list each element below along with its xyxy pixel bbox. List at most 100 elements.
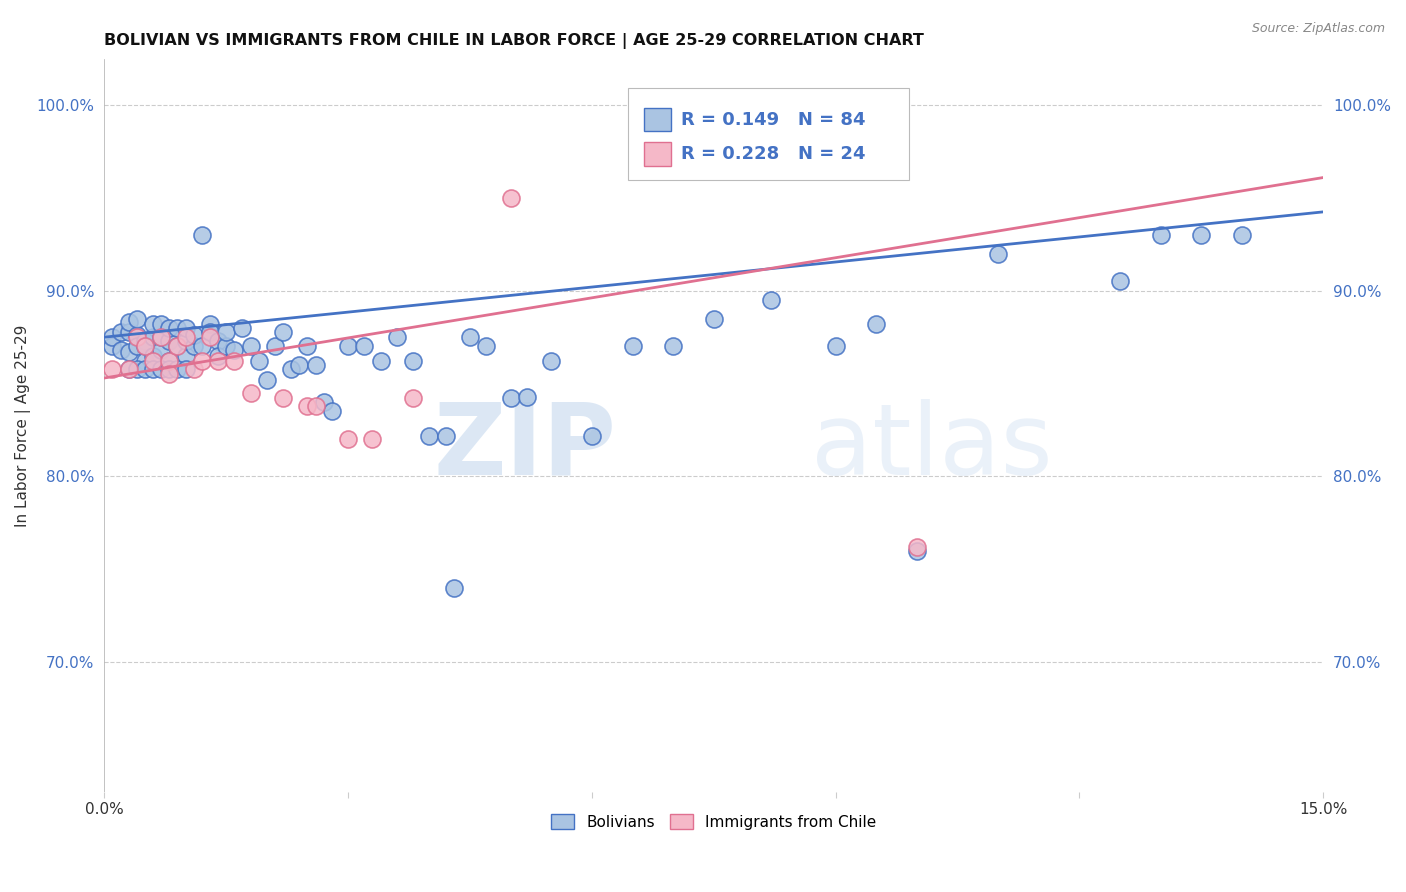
Point — [142, 317, 165, 331]
Point — [150, 361, 173, 376]
Point — [142, 354, 165, 368]
Point — [1150, 228, 1173, 243]
Point — [215, 339, 238, 353]
Point — [1230, 228, 1253, 243]
Point — [304, 399, 326, 413]
Point — [215, 325, 238, 339]
Point — [224, 343, 246, 358]
Point — [174, 334, 197, 348]
Point — [297, 339, 319, 353]
Point — [191, 228, 214, 243]
Point — [458, 330, 481, 344]
Point — [475, 339, 498, 353]
Point — [239, 339, 262, 353]
Point — [174, 361, 197, 376]
Point — [337, 432, 360, 446]
Point — [288, 358, 311, 372]
Point — [157, 354, 180, 368]
Point — [183, 328, 205, 343]
Point — [125, 339, 148, 353]
Point — [110, 343, 132, 358]
Point — [157, 334, 180, 348]
Point — [166, 339, 188, 353]
Point — [264, 339, 287, 353]
Point — [321, 404, 343, 418]
Text: R = 0.228   N = 24: R = 0.228 N = 24 — [681, 145, 865, 163]
Point — [118, 315, 141, 329]
Point — [905, 540, 928, 554]
Point — [142, 361, 165, 376]
FancyBboxPatch shape — [644, 143, 671, 166]
Point — [434, 428, 457, 442]
Point — [174, 349, 197, 363]
Point — [312, 395, 335, 409]
Point — [224, 354, 246, 368]
Point — [824, 339, 846, 353]
Point — [118, 361, 141, 376]
Point — [402, 392, 425, 406]
Point — [134, 334, 156, 348]
Point — [499, 191, 522, 205]
Text: Source: ZipAtlas.com: Source: ZipAtlas.com — [1251, 22, 1385, 36]
Point — [198, 317, 221, 331]
Point — [118, 361, 141, 376]
Point — [134, 339, 156, 353]
Text: BOLIVIAN VS IMMIGRANTS FROM CHILE IN LABOR FORCE | AGE 25-29 CORRELATION CHART: BOLIVIAN VS IMMIGRANTS FROM CHILE IN LAB… — [104, 33, 924, 49]
Point — [174, 321, 197, 335]
Point — [418, 428, 440, 442]
Point — [183, 361, 205, 376]
Point — [621, 339, 644, 353]
Point — [174, 330, 197, 344]
Point — [239, 385, 262, 400]
Point — [231, 321, 253, 335]
Point — [987, 246, 1010, 260]
Point — [150, 317, 173, 331]
Point — [271, 392, 294, 406]
Point — [166, 321, 188, 335]
Point — [166, 361, 188, 376]
Point — [191, 339, 214, 353]
Text: atlas: atlas — [811, 399, 1053, 496]
Point — [198, 330, 221, 344]
Point — [134, 339, 156, 353]
Point — [125, 328, 148, 343]
Point — [134, 354, 156, 368]
Point — [540, 354, 562, 368]
Point — [207, 334, 229, 348]
Point — [361, 432, 384, 446]
Point — [905, 543, 928, 558]
FancyBboxPatch shape — [628, 88, 908, 179]
Point — [402, 354, 425, 368]
Point — [759, 293, 782, 307]
Legend: Bolivians, Immigrants from Chile: Bolivians, Immigrants from Chile — [546, 807, 883, 836]
Point — [865, 317, 887, 331]
Point — [183, 339, 205, 353]
Point — [247, 354, 270, 368]
Point — [101, 330, 124, 344]
Point — [125, 330, 148, 344]
Point — [280, 361, 302, 376]
Point — [101, 339, 124, 353]
Point — [150, 343, 173, 358]
Point — [1109, 275, 1132, 289]
Point — [134, 361, 156, 376]
Point — [353, 339, 375, 353]
Text: ZIP: ZIP — [433, 399, 616, 496]
Point — [256, 373, 278, 387]
Point — [385, 330, 408, 344]
Point — [118, 325, 141, 339]
Point — [581, 428, 603, 442]
Point — [443, 581, 465, 595]
Point — [157, 321, 180, 335]
Point — [142, 349, 165, 363]
Point — [157, 361, 180, 376]
Point — [150, 330, 173, 344]
Point — [271, 325, 294, 339]
Point — [297, 399, 319, 413]
Point — [516, 390, 538, 404]
Point — [337, 339, 360, 353]
Point — [207, 349, 229, 363]
Point — [157, 354, 180, 368]
Point — [110, 325, 132, 339]
Point — [142, 330, 165, 344]
